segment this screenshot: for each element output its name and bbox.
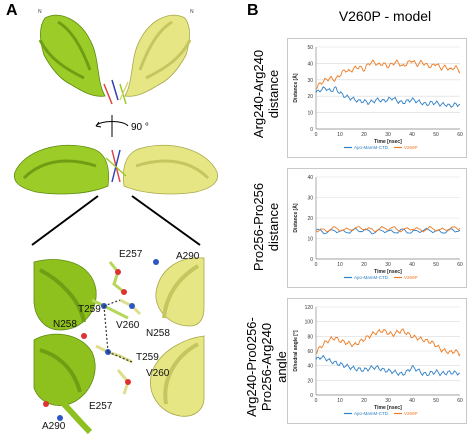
y-tick-label: 20 xyxy=(307,216,313,222)
chart-arg240-distance: 0 10 20 30 40 50 0 10 20 30 40 50 60 Time [nsec] Dista… xyxy=(287,38,467,158)
y-tick-label: 30 xyxy=(307,196,313,202)
x-tick-label: 10 xyxy=(337,132,343,138)
y-tick-label: 40 xyxy=(307,61,313,67)
x-tick-label: 10 xyxy=(337,398,343,404)
chart-dihedral-angle: 0 20 40 60 80 100 120 0 10 20 30 40 50 60 Time [nsec] D… xyxy=(287,298,467,424)
y-tick-label: 40 xyxy=(307,175,313,181)
x-tick-label: 30 xyxy=(385,262,391,268)
x-tick-label: 60 xyxy=(457,262,463,268)
y-axis-label: Dihedral angle [°] xyxy=(293,330,299,372)
legend-label: V260P xyxy=(404,145,418,150)
y-tick-label: 30 xyxy=(307,78,313,84)
x-tick-label: 50 xyxy=(433,132,439,138)
x-axis-label: Time [nsec] xyxy=(374,139,402,145)
zoom-line-right xyxy=(131,195,201,246)
chart-pro256-distance: 0 10 20 30 40 0 10 20 30 40 50 60 Time [nsec] Distanc… xyxy=(287,168,467,288)
label-t259-left: T259 xyxy=(78,304,101,315)
label-n258-right: N258 xyxy=(146,328,170,339)
series-line-v260p xyxy=(315,59,461,90)
panel-b-title: V260P - model xyxy=(338,8,432,24)
closeup-residue-sticks xyxy=(43,259,159,421)
row-label-2: Pro256-Pro256 distance xyxy=(251,182,281,272)
structure-figure: E257 A290 T259 V260 N258 N258 T259 V260 … xyxy=(13,9,219,435)
x-axis-label: Time [nsec] xyxy=(374,269,402,275)
top-view-structure xyxy=(38,14,192,105)
legend-label: Apo-MamM-CTD xyxy=(354,275,389,280)
y-tick-label: 80 xyxy=(307,334,313,340)
label-v260-top: V260 xyxy=(116,320,140,331)
row-label-1: Arg240-Arg240 distance xyxy=(251,49,281,139)
y-tick-label: 10 xyxy=(307,237,313,243)
label-n-top-right: N xyxy=(190,9,194,15)
zoom-line-left xyxy=(31,195,99,246)
legend-label: Apo-MamM-CTD xyxy=(354,145,389,150)
label-n258-left: N258 xyxy=(53,319,77,330)
legend-label: V260P xyxy=(404,275,418,280)
y-tick-label: 40 xyxy=(307,364,313,370)
y-tick-label: 100 xyxy=(305,320,314,326)
y-tick-label: 120 xyxy=(305,305,314,311)
top-interface-sticks xyxy=(103,79,129,105)
series-line-apo-mamm-ctd xyxy=(315,354,461,377)
x-tick-label: 60 xyxy=(457,132,463,138)
panel-a-letter: A xyxy=(6,2,18,19)
label-e257-bottom: E257 xyxy=(89,401,113,412)
x-tick-label: 50 xyxy=(433,398,439,404)
x-tick-label: 0 xyxy=(315,132,318,138)
x-tick-label: 50 xyxy=(433,262,439,268)
x-tick-label: 30 xyxy=(385,132,391,138)
y-axis-label: Distance [Å] xyxy=(292,203,299,233)
closeup-structure xyxy=(32,246,205,435)
legend-label: Apo-MamM-CTD xyxy=(354,411,389,416)
y-tick-label: 0 xyxy=(310,393,313,399)
x-tick-label: 40 xyxy=(409,132,415,138)
label-e257-top: E257 xyxy=(119,249,143,260)
x-tick-label: 60 xyxy=(457,398,463,404)
y-axis-label: Distance [Å] xyxy=(292,73,299,103)
label-a290-top: A290 xyxy=(176,251,200,262)
panel-b-letter: B xyxy=(247,2,259,19)
x-tick-label: 40 xyxy=(409,262,415,268)
y-tick-label: 50 xyxy=(307,45,313,51)
y-tick-label: 0 xyxy=(310,257,313,263)
y-tick-label: 0 xyxy=(310,127,313,133)
row-label-3: Arg240-Pro0256- Pro256-Arg240 angle xyxy=(244,317,289,417)
x-tick-label: 40 xyxy=(409,398,415,404)
x-tick-label: 10 xyxy=(337,262,343,268)
y-tick-label: 20 xyxy=(307,94,313,100)
x-tick-label: 20 xyxy=(361,262,367,268)
x-tick-label: 20 xyxy=(361,398,367,404)
side-view-structure xyxy=(13,144,219,195)
legend-label: V260P xyxy=(404,411,418,416)
label-t259-right: T259 xyxy=(136,352,159,363)
label-v260-bottom: V260 xyxy=(146,368,170,379)
x-tick-label: 20 xyxy=(361,132,367,138)
y-tick-label: 60 xyxy=(307,349,313,355)
rotation-arrow-icon xyxy=(95,115,129,137)
series-line-v260p xyxy=(315,328,461,357)
x-tick-label: 0 xyxy=(315,398,318,404)
series-line-v260p xyxy=(315,225,461,233)
label-a290-bottom: A290 xyxy=(42,421,66,432)
x-tick-label: 0 xyxy=(315,262,318,268)
rotation-label: 90 ° xyxy=(131,122,149,133)
label-n-top-left: N xyxy=(38,9,42,15)
y-tick-label: 20 xyxy=(307,378,313,384)
x-tick-label: 30 xyxy=(385,398,391,404)
y-tick-label: 10 xyxy=(307,111,313,117)
x-axis-label: Time [nsec] xyxy=(374,405,402,411)
series-line-apo-mamm-ctd xyxy=(315,86,461,108)
